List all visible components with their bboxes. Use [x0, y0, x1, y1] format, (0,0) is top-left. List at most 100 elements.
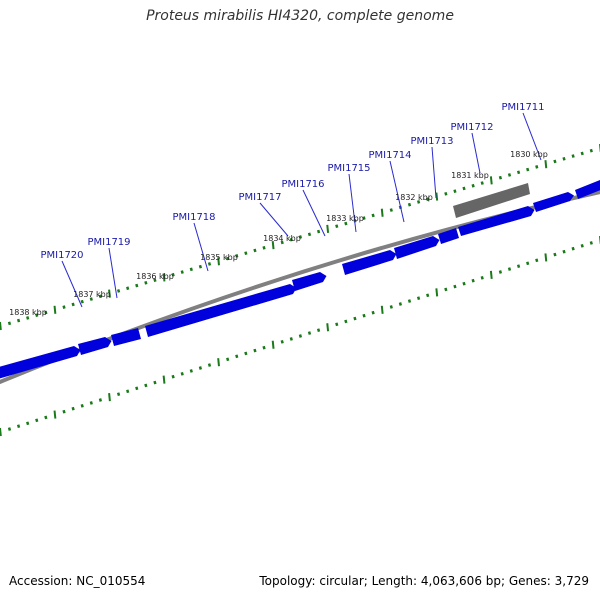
tick-mark: [235, 354, 239, 359]
gene-label[interactable]: PMI1720: [40, 250, 83, 261]
gene-arrow[interactable]: [575, 180, 600, 199]
accession-text: Accession: NC_010554: [9, 574, 146, 588]
tick-mark: [353, 316, 357, 321]
gene-label[interactable]: PMI1714: [368, 150, 411, 161]
tick-mark: [244, 351, 248, 356]
tick-mark: [416, 200, 421, 204]
inner-tick-ring: [0, 236, 600, 437]
leader-line: [302, 189, 326, 237]
tick-mark: [389, 305, 393, 309]
gene-arrow[interactable]: [111, 328, 141, 346]
tick-mark: [298, 235, 303, 239]
tick-mark: [307, 331, 312, 335]
tick-mark: [280, 240, 284, 245]
position-label: 1830 kbp: [510, 150, 548, 159]
tick-mark: [198, 366, 203, 370]
tick-mark: [217, 358, 220, 367]
tick-mark: [535, 258, 539, 263]
gene-label[interactable]: PMI1715: [327, 163, 370, 174]
gene-label[interactable]: PMI1718: [172, 212, 215, 223]
gene-label[interactable]: PMI1717: [238, 192, 281, 203]
tick-mark: [126, 389, 130, 394]
tick-mark: [126, 286, 130, 291]
tick-mark: [171, 272, 175, 277]
tick-mark: [535, 165, 539, 169]
tick-mark: [71, 406, 75, 411]
gene-arrow[interactable]: [533, 192, 574, 212]
gene-arrow[interactable]: [458, 206, 535, 236]
tick-mark: [335, 322, 339, 327]
tick-mark: [144, 383, 148, 388]
tick-mark: [171, 374, 175, 379]
position-label: 1834 kbp: [263, 234, 301, 243]
tick-mark: [580, 151, 584, 156]
leader-line: [431, 146, 437, 199]
tick-mark: [471, 183, 475, 188]
tick-mark: [62, 305, 66, 309]
gene-label[interactable]: PMI1711: [501, 102, 544, 113]
gene-label[interactable]: PMI1712: [450, 122, 493, 133]
tick-mark: [207, 363, 212, 367]
position-label: 1837 kbp: [73, 290, 111, 299]
gene-arrow[interactable]: [0, 346, 81, 379]
tick-mark: [98, 398, 103, 402]
tick-mark: [589, 241, 593, 245]
tick-mark: [489, 176, 493, 185]
tick-mark: [235, 254, 239, 258]
gene-arrow[interactable]: [292, 272, 327, 291]
tick-mark: [326, 323, 330, 332]
tick-mark: [498, 270, 503, 274]
tick-mark: [589, 148, 593, 153]
tick-mark: [507, 173, 512, 177]
gene-arrow[interactable]: [342, 250, 397, 275]
leader-line: [61, 260, 83, 308]
tick-mark: [207, 262, 212, 266]
tick-mark: [444, 287, 448, 292]
leader-line: [522, 112, 542, 161]
tick-mark: [153, 278, 157, 282]
tick-mark: [362, 216, 366, 220]
gene-label[interactable]: PMI1716: [281, 179, 324, 190]
tick-mark: [416, 296, 421, 301]
tick-mark: [116, 392, 121, 397]
tick-mark: [544, 160, 548, 169]
tick-mark: [7, 321, 12, 326]
tick-mark: [271, 340, 275, 349]
tick-mark: [217, 257, 220, 266]
tick-mark: [326, 224, 330, 234]
tick-mark: [198, 264, 203, 269]
tick-mark: [426, 197, 430, 202]
tick-mark: [189, 267, 193, 272]
tick-mark: [526, 167, 530, 172]
tick-mark: [44, 310, 48, 315]
gene-label[interactable]: PMI1719: [87, 237, 130, 248]
tick-mark: [462, 281, 466, 286]
gene-arrow[interactable]: [145, 284, 297, 337]
tick-mark: [180, 270, 184, 274]
leader-line: [348, 173, 357, 233]
tick-mark: [435, 288, 439, 297]
tick-mark: [162, 273, 166, 282]
tick-mark: [44, 415, 48, 420]
tick-mark: [89, 401, 93, 405]
tick-mark: [380, 208, 384, 217]
tick-mark: [516, 170, 521, 175]
gene-arrow[interactable]: [438, 228, 459, 244]
tick-mark: [380, 305, 384, 314]
gene-arrow[interactable]: [78, 337, 112, 355]
tick-mark: [471, 278, 475, 283]
tick-mark: [344, 221, 348, 226]
gene-arrow[interactable]: [394, 236, 440, 259]
leader-line: [193, 222, 209, 272]
tick-mark: [316, 328, 321, 333]
tick-mark: [480, 275, 484, 280]
gene-labels: PMI1711PMI1712PMI1713PMI1714PMI1715PMI17…: [40, 102, 544, 261]
tick-mark: [562, 156, 566, 161]
tick-mark: [135, 283, 139, 288]
tick-mark: [26, 421, 30, 426]
tick-mark: [35, 313, 39, 318]
tick-mark: [116, 289, 121, 293]
gene-label[interactable]: PMI1713: [410, 136, 453, 147]
tick-mark: [389, 208, 393, 212]
tick-mark: [426, 293, 430, 298]
